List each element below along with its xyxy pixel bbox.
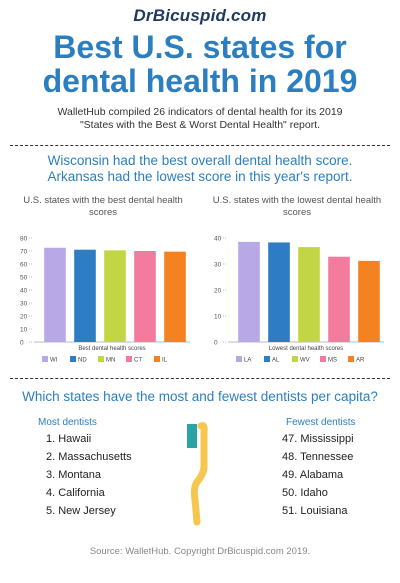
list-item: 4. California xyxy=(46,487,105,499)
best-chart-title-line-2: scores xyxy=(89,206,117,218)
legend-label: AR xyxy=(356,358,365,364)
legend-swatch xyxy=(42,356,48,362)
y-tick-label: 0 xyxy=(20,340,24,347)
legend-label: MN xyxy=(106,358,115,364)
list-item: 48. Tennessee xyxy=(282,451,354,463)
dentists-question: Which states have the most and fewest de… xyxy=(22,389,378,404)
best-chart-title: U.S. states with the best dental health … xyxy=(8,195,198,218)
brand-logo: DrBicuspid.com xyxy=(133,6,267,25)
legend-swatch xyxy=(264,356,270,362)
legend-label: AL xyxy=(272,358,280,364)
legend-label: LA xyxy=(244,358,251,364)
legend-label: ND xyxy=(78,358,87,364)
y-tick-label: 70 xyxy=(20,249,28,256)
most-dentists-list: 1. Hawaii 2. Massachusetts 3. Montana 4.… xyxy=(46,430,132,520)
bar xyxy=(74,249,96,342)
legend-label: WI xyxy=(50,358,58,364)
intro-text: WalletHub compiled 26 indicators of dent… xyxy=(20,106,380,132)
y-tick-label: 40 xyxy=(214,236,222,243)
y-tick-label: 20 xyxy=(20,314,28,321)
fewest-dentists-heading: Fewest dentists xyxy=(286,417,356,428)
list-item: 47. Mississippi xyxy=(282,433,354,445)
y-tick-label: 10 xyxy=(20,327,28,334)
bar xyxy=(44,247,66,342)
toothbrush-head xyxy=(187,424,197,448)
headline: Wisconsin had the best overall dental he… xyxy=(10,153,390,185)
lowest-chart-title: U.S. states with the lowest dental healt… xyxy=(202,195,392,218)
legend-swatch xyxy=(320,356,326,362)
y-tick-label: 20 xyxy=(214,288,222,295)
bar xyxy=(104,250,126,342)
x-axis-label: Best dental health scores xyxy=(78,346,145,352)
legend-swatch xyxy=(236,356,242,362)
headline-line-1: Wisconsin had the best overall dental he… xyxy=(47,153,353,168)
intro-line-2: "States with the Best & Worst Dental Hea… xyxy=(79,119,321,131)
y-tick-label: 40 xyxy=(20,288,28,295)
lowest-chart-title-line-1: U.S. states with the lowest dental healt… xyxy=(212,195,382,206)
bar xyxy=(164,251,186,342)
best-chart-title-line-1: U.S. states with the best dental health xyxy=(23,195,183,206)
y-tick-label: 60 xyxy=(20,262,28,269)
legend-label: WV xyxy=(300,358,310,364)
list-item: 50. Idaho xyxy=(282,487,328,499)
legend-swatch xyxy=(348,356,354,362)
list-item: 1. Hawaii xyxy=(46,433,92,445)
most-dentists-heading: Most dentists xyxy=(38,417,97,428)
lowest-chart-title-line-2: scores xyxy=(283,206,311,218)
bar xyxy=(358,260,380,342)
headline-line-2: Arkansas had the lowest score in this ye… xyxy=(47,169,353,184)
toothbrush-handle xyxy=(190,422,208,526)
x-axis-label: Lowest dental health scores xyxy=(269,346,343,352)
divider-top xyxy=(10,145,390,146)
legend-label: CT xyxy=(134,358,142,364)
legend-swatch xyxy=(98,356,104,362)
y-tick-label: 30 xyxy=(20,301,28,308)
bar xyxy=(268,242,290,342)
list-item: 5. New Jersey xyxy=(46,505,116,517)
title-line-2: dental health in 2019 xyxy=(42,63,358,99)
list-item: 49. Alabama xyxy=(282,469,344,481)
legend-label: IL xyxy=(162,358,168,364)
y-tick-label: 50 xyxy=(20,275,28,282)
legend-swatch xyxy=(126,356,132,362)
legend-label: MS xyxy=(328,358,337,364)
bar xyxy=(328,256,350,342)
divider-middle xyxy=(10,378,390,379)
y-tick-label: 80 xyxy=(20,236,28,243)
y-tick-label: 10 xyxy=(214,314,222,321)
bar xyxy=(134,251,156,342)
bar xyxy=(298,247,320,342)
legend-swatch xyxy=(70,356,76,362)
source-credit: Source: WalletHub. Copyright DrBicuspid.… xyxy=(89,546,311,557)
list-item: 51. Louisiana xyxy=(282,505,348,517)
intro-line-1: WalletHub compiled 26 indicators of dent… xyxy=(57,106,343,118)
fewest-dentists-list: 47. Mississippi 48. Tennessee 49. Alabam… xyxy=(282,430,354,520)
list-item: 3. Montana xyxy=(46,469,102,481)
legend-swatch xyxy=(292,356,298,362)
bar xyxy=(238,241,260,342)
legend-swatch xyxy=(154,356,160,362)
title-line-1: Best U.S. states for xyxy=(53,29,347,65)
best-scores-chart: 0 10 20 30 40 50 60 70 80 Best dental health scor… xyxy=(20,236,190,364)
y-tick-label: 0 xyxy=(214,340,218,347)
y-tick-label: 30 xyxy=(214,262,222,269)
lowest-scores-chart: 0 10 20 30 40 Lowest dental health scores LA AL… xyxy=(214,236,384,364)
page-title: Best U.S. states for dental health in 20… xyxy=(0,30,400,98)
list-item: 2. Massachusetts xyxy=(46,451,132,463)
toothbrush-icon xyxy=(187,422,208,526)
